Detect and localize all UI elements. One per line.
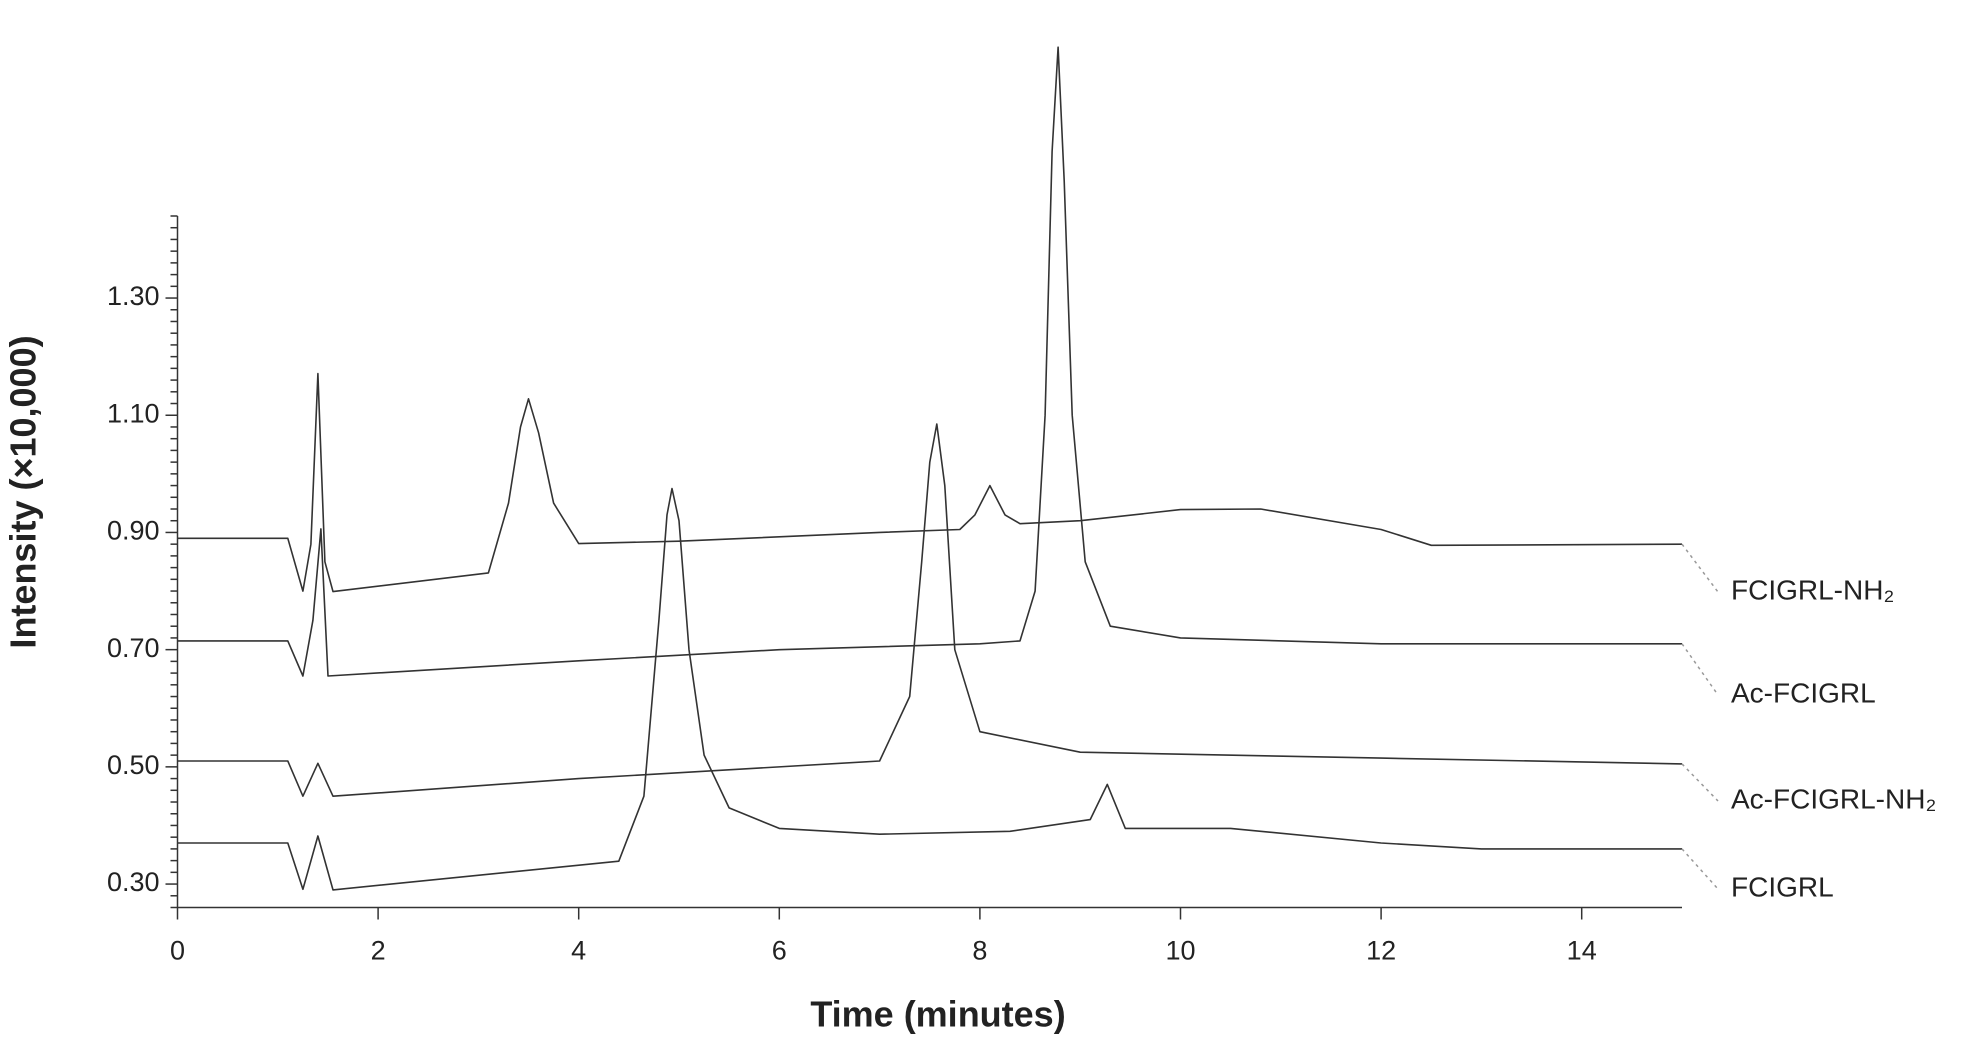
y-tick-label: 1.30 bbox=[107, 281, 160, 311]
x-tick-label: 14 bbox=[1567, 936, 1597, 966]
y-tick-label: 1.10 bbox=[107, 398, 160, 428]
series-label: FCIGRL bbox=[1731, 871, 1834, 902]
series-label: Ac-FCIGRL-NH₂ bbox=[1731, 783, 1936, 814]
series-label: FCIGRL-NH₂ bbox=[1731, 574, 1894, 605]
y-tick-label: 0.30 bbox=[107, 867, 160, 897]
series-line bbox=[177, 423, 1683, 797]
x-tick-label: 0 bbox=[170, 936, 185, 966]
x-tick-label: 12 bbox=[1366, 936, 1396, 966]
legend-connector bbox=[1681, 763, 1719, 802]
x-tick-label: 10 bbox=[1165, 936, 1195, 966]
y-axis-title: Intensity (×10,000) bbox=[3, 335, 44, 648]
series-line bbox=[177, 46, 1682, 677]
y-tick-label: 0.50 bbox=[107, 750, 160, 780]
x-axis-title: Time (minutes) bbox=[810, 994, 1065, 1035]
x-tick-label: 2 bbox=[371, 936, 386, 966]
legend-connector bbox=[1681, 643, 1719, 696]
legend-connector bbox=[1681, 543, 1719, 593]
y-tick-label: 0.90 bbox=[107, 516, 160, 546]
legend-connector bbox=[1681, 848, 1719, 890]
series-label: Ac-FCIGRL bbox=[1731, 677, 1876, 708]
y-tick-label: 0.70 bbox=[107, 633, 160, 663]
x-tick-label: 8 bbox=[972, 936, 987, 966]
series-line bbox=[177, 487, 1682, 891]
series-line bbox=[177, 372, 1683, 593]
x-tick-label: 6 bbox=[772, 936, 787, 966]
x-tick-label: 4 bbox=[571, 936, 586, 966]
